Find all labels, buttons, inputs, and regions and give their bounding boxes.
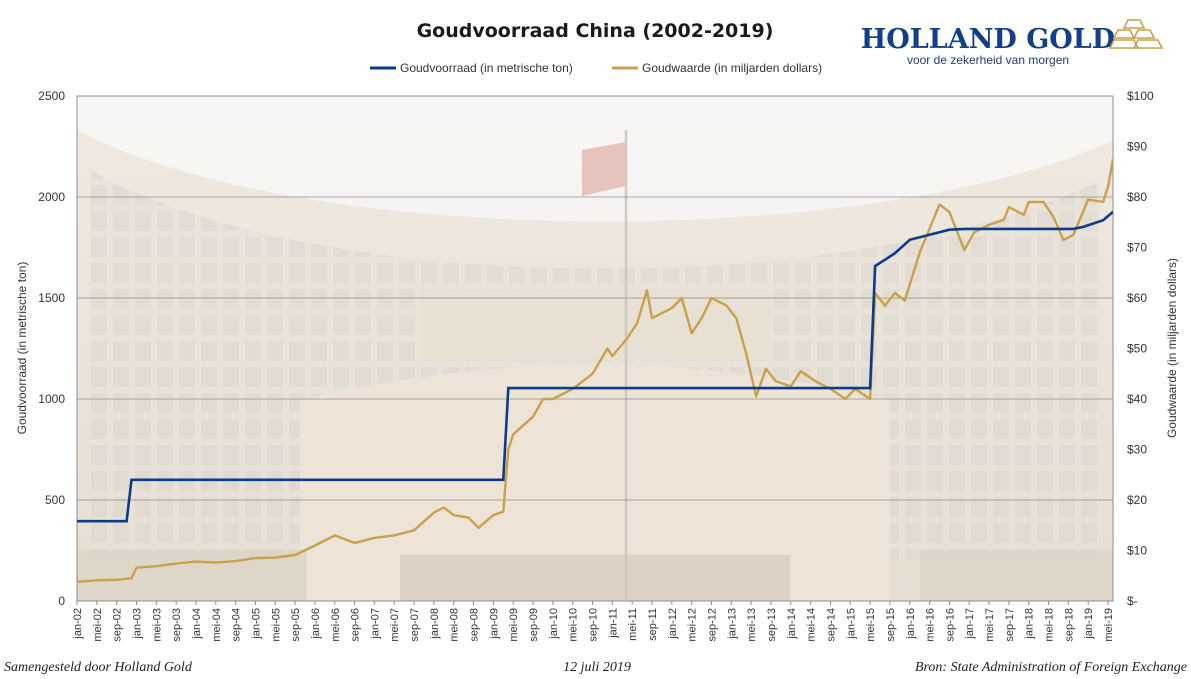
x-tick-label: sep-03 bbox=[171, 608, 183, 642]
x-tick-label: sep-14 bbox=[825, 608, 837, 642]
y-left-tick-label: 1000 bbox=[38, 392, 65, 406]
x-tick-label: jan-06 bbox=[310, 608, 322, 640]
x-tick-label: jan-12 bbox=[667, 608, 679, 640]
y-left-tick-label: 1500 bbox=[38, 291, 65, 305]
x-tick-label: mei-04 bbox=[211, 608, 223, 642]
x-axis-ticks: jan-02 mei-02 sep-02 jan-03 mei-03 sep-03 jan-… bbox=[72, 601, 1115, 642]
x-tick-label: sep-16 bbox=[944, 608, 956, 642]
brand-tagline: voor de zekerheid van morgen bbox=[907, 53, 1069, 67]
x-tick-label: sep-10 bbox=[588, 608, 600, 642]
y-right-tick-label: $60 bbox=[1127, 291, 1147, 305]
x-tick-label: mei-19 bbox=[1103, 608, 1115, 642]
x-tick-label: sep-07 bbox=[409, 608, 421, 642]
x-tick-label: sep-18 bbox=[1063, 608, 1075, 642]
y-left-tick-label: 0 bbox=[58, 594, 65, 608]
x-tick-label: sep-11 bbox=[647, 608, 659, 641]
x-tick-label: mei-11 bbox=[627, 608, 639, 641]
left-axis-ticks: 0 500 1000 1500 2000 2500 bbox=[38, 89, 65, 608]
plot-frame bbox=[76, 95, 1114, 602]
y-right-tick-label: $- bbox=[1127, 594, 1138, 608]
y-right-tick-label: $30 bbox=[1127, 443, 1147, 457]
x-tick-label: jan-16 bbox=[905, 608, 917, 640]
x-tick-label: mei-15 bbox=[865, 608, 877, 642]
footer-date: 12 juli 2019 bbox=[563, 660, 631, 675]
x-tick-label: jan-07 bbox=[369, 608, 381, 640]
background-photo bbox=[77, 96, 1113, 601]
y-right-tick-label: $20 bbox=[1127, 493, 1147, 507]
x-tick-label: jan-08 bbox=[429, 608, 441, 640]
x-tick-label: jan-09 bbox=[488, 608, 500, 640]
x-tick-label: jan-03 bbox=[131, 608, 143, 640]
x-tick-label: sep-12 bbox=[706, 608, 718, 642]
x-tick-label: jan-18 bbox=[1024, 608, 1036, 640]
x-tick-label: sep-02 bbox=[112, 608, 124, 642]
x-tick-label: sep-15 bbox=[885, 608, 897, 642]
y-left-axis-title: Goudvoorraad (in metrische ton) bbox=[15, 262, 29, 435]
x-tick-label: mei-12 bbox=[687, 608, 699, 642]
x-tick-label: jan-05 bbox=[250, 608, 262, 640]
series-line-goudwaarde bbox=[77, 158, 1113, 583]
y-left-tick-label: 500 bbox=[45, 493, 65, 507]
x-tick-label: jan-17 bbox=[964, 608, 976, 640]
y-left-tick-label: 2500 bbox=[38, 89, 65, 103]
x-tick-label: jan-10 bbox=[548, 608, 560, 640]
holland-gold-logo: HOLLAND GOLD voor de zekerheid van morge… bbox=[861, 19, 1164, 67]
legend-label-reserves: Goudvoorraad (in metrische ton) bbox=[400, 61, 573, 75]
x-tick-label: mei-14 bbox=[806, 608, 818, 642]
x-tick-label: sep-17 bbox=[1004, 608, 1016, 642]
x-tick-label: mei-08 bbox=[449, 608, 461, 642]
x-tick-label: mei-18 bbox=[1044, 608, 1056, 642]
x-tick-label: jan-02 bbox=[72, 608, 84, 640]
x-tick-label: sep-13 bbox=[766, 608, 778, 642]
y-right-tick-label: $50 bbox=[1127, 342, 1147, 356]
y-right-tick-label: $40 bbox=[1127, 392, 1147, 406]
x-tick-label: mei-07 bbox=[389, 608, 401, 642]
y-right-tick-label: $90 bbox=[1127, 140, 1147, 154]
y-right-tick-label: $70 bbox=[1127, 241, 1147, 255]
footer-source: Bron: State Administration of Foreign Ex… bbox=[915, 660, 1187, 675]
y-right-axis-title: Goudwaarde (in miljarden dollars) bbox=[1165, 258, 1179, 438]
chart-title: Goudvoorraad China (2002-2019) bbox=[417, 20, 774, 42]
x-tick-label: mei-10 bbox=[568, 608, 580, 642]
gold-bars-icon bbox=[1108, 19, 1164, 49]
x-tick-label: mei-05 bbox=[270, 608, 282, 642]
x-tick-label: mei-02 bbox=[92, 608, 104, 642]
brand-name: HOLLAND GOLD bbox=[861, 24, 1115, 55]
legend-label-value: Goudwaarde (in miljarden dollars) bbox=[642, 61, 822, 75]
x-tick-label: mei-16 bbox=[925, 608, 937, 642]
legend: Goudvoorraad (in metrische ton) Goudwaar… bbox=[370, 61, 822, 75]
x-tick-label: jan-15 bbox=[845, 608, 857, 640]
x-tick-label: jan-04 bbox=[191, 608, 203, 640]
x-tick-label: sep-08 bbox=[469, 608, 481, 642]
x-tick-label: mei-03 bbox=[151, 608, 163, 642]
x-tick-label: sep-04 bbox=[231, 608, 243, 642]
x-tick-label: jan-11 bbox=[607, 608, 619, 639]
y-right-tick-label: $100 bbox=[1127, 89, 1154, 103]
x-tick-label: sep-06 bbox=[350, 608, 362, 642]
series-line-goudvoorraad bbox=[77, 210, 1113, 523]
x-tick-label: mei-17 bbox=[984, 608, 996, 642]
x-tick-label: mei-06 bbox=[330, 608, 342, 642]
x-tick-label: mei-13 bbox=[746, 608, 758, 642]
x-tick-label: jan-19 bbox=[1083, 608, 1095, 640]
x-tick-label: sep-05 bbox=[290, 608, 302, 642]
right-axis-ticks: $- $10 $20 $30 $40 $50 $60 $70 $80 $90 $100 bbox=[1127, 89, 1154, 608]
y-right-tick-label: $10 bbox=[1127, 544, 1147, 558]
footer-compiled-by: Samengesteld door Holland Gold bbox=[4, 660, 193, 675]
x-tick-label: sep-09 bbox=[528, 608, 540, 642]
x-tick-label: jan-13 bbox=[726, 608, 738, 640]
x-tick-label: mei-09 bbox=[508, 608, 520, 642]
y-right-tick-label: $80 bbox=[1127, 190, 1147, 204]
y-left-tick-label: 2000 bbox=[38, 190, 65, 204]
x-tick-label: jan-14 bbox=[786, 608, 798, 640]
